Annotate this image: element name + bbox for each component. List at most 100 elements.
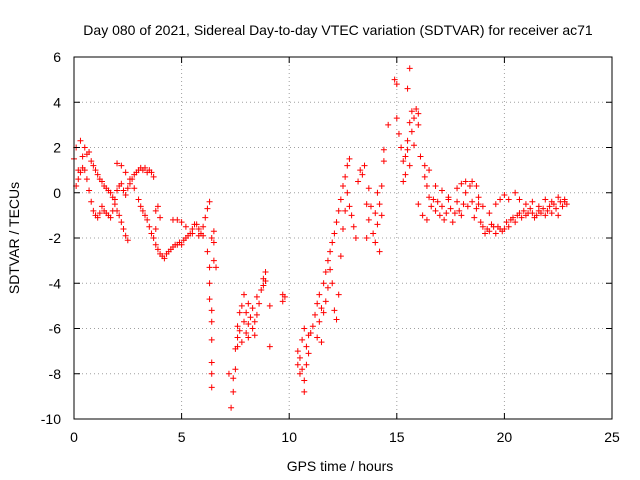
data-point <box>208 318 215 325</box>
data-point <box>510 214 517 221</box>
data-point <box>404 137 411 144</box>
data-point <box>208 384 215 391</box>
data-point <box>86 149 93 156</box>
data-point <box>462 178 469 185</box>
data-point <box>152 225 159 232</box>
data-point <box>419 212 426 219</box>
data-point <box>251 318 258 325</box>
data-point <box>75 176 82 183</box>
data-point <box>415 121 422 128</box>
data-point <box>253 311 260 318</box>
data-point <box>316 318 323 325</box>
data-point <box>340 225 346 232</box>
data-point <box>81 167 88 174</box>
data-point <box>301 388 308 395</box>
data-point <box>458 180 465 187</box>
data-point <box>245 320 252 327</box>
data-point <box>210 257 217 264</box>
data-point <box>473 205 480 212</box>
data-point <box>142 212 149 219</box>
data-point <box>157 214 164 221</box>
data-point <box>529 210 536 217</box>
data-point <box>152 207 159 214</box>
data-point <box>94 214 101 221</box>
data-point <box>344 189 351 196</box>
data-point <box>137 203 144 210</box>
data-point <box>208 235 215 241</box>
data-point <box>86 187 93 194</box>
data-point <box>258 287 265 294</box>
data-point <box>398 144 405 151</box>
data-point <box>413 106 420 113</box>
data-point <box>544 207 551 214</box>
data-point <box>548 198 555 205</box>
data-point <box>359 171 366 178</box>
data-point <box>296 370 303 377</box>
data-point <box>314 300 321 307</box>
data-point <box>107 214 114 221</box>
chart-title: Day 080 of 2021, Sidereal Day-to-day VTE… <box>83 22 593 38</box>
data-point <box>243 330 250 337</box>
data-point <box>477 219 484 226</box>
data-point <box>81 144 88 151</box>
data-point <box>430 196 437 203</box>
data-point <box>312 311 319 318</box>
y-tick-label: 4 <box>53 94 61 110</box>
data-point <box>462 189 469 196</box>
data-point <box>152 241 159 248</box>
data-point <box>555 194 562 201</box>
data-point <box>363 201 370 208</box>
data-point <box>415 110 422 117</box>
data-point <box>327 266 334 273</box>
data-point <box>206 264 213 271</box>
data-point <box>479 203 486 210</box>
data-point <box>402 153 409 160</box>
data-point <box>454 185 461 192</box>
data-point <box>90 162 97 169</box>
data-point <box>400 158 407 165</box>
data-point <box>408 128 415 135</box>
data-point <box>202 214 209 221</box>
data-point <box>178 219 185 226</box>
data-point <box>238 302 245 309</box>
data-point <box>471 214 478 221</box>
data-point <box>301 325 308 332</box>
data-point <box>479 223 486 230</box>
data-point <box>542 212 549 219</box>
data-point <box>148 230 155 237</box>
data-point <box>385 121 392 128</box>
data-point <box>443 210 450 217</box>
y-tick-label: 6 <box>53 49 61 65</box>
data-point <box>363 235 370 241</box>
data-point <box>236 309 243 316</box>
data-point <box>200 232 207 239</box>
data-point <box>337 196 344 203</box>
data-point <box>438 187 445 194</box>
data-point <box>540 205 547 212</box>
data-point <box>518 214 525 221</box>
data-point <box>357 167 364 174</box>
data-point <box>527 205 534 212</box>
data-point <box>174 216 181 223</box>
data-point <box>456 207 463 214</box>
data-point <box>210 239 217 246</box>
data-point <box>333 219 340 226</box>
data-point <box>469 178 476 185</box>
data-point <box>253 293 260 300</box>
data-point <box>342 207 349 214</box>
data-point <box>428 203 435 210</box>
data-point <box>303 343 310 350</box>
data-point <box>501 225 508 232</box>
data-point <box>378 182 385 189</box>
data-point <box>426 167 433 174</box>
data-point <box>118 180 125 187</box>
data-point <box>114 187 121 194</box>
data-point <box>350 223 357 230</box>
data-point <box>378 212 385 219</box>
data-point <box>501 192 508 199</box>
data-point <box>458 212 465 219</box>
data-point <box>262 277 269 284</box>
data-point <box>522 201 529 208</box>
data-point <box>372 239 379 246</box>
